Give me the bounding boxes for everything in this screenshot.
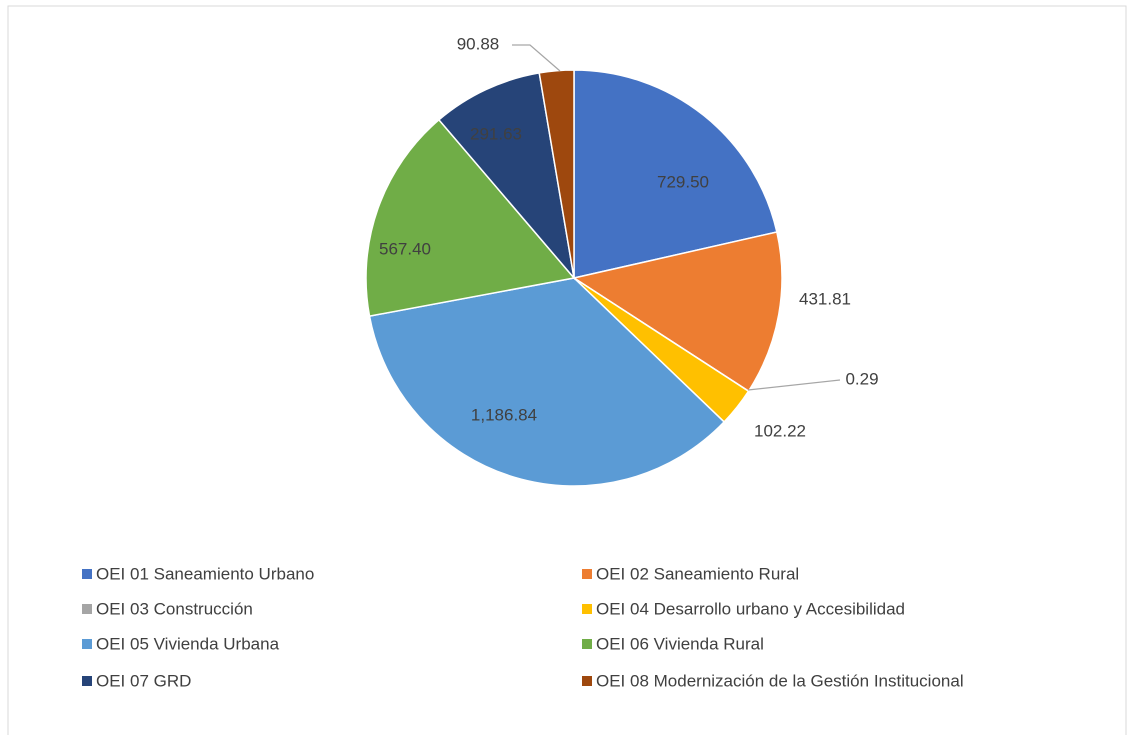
legend-swatch xyxy=(582,639,592,649)
legend-label: OEI 01 Saneamiento Urbano xyxy=(96,564,314,583)
legend-swatch xyxy=(82,676,92,686)
pie-slice xyxy=(368,277,726,487)
leader-line xyxy=(512,44,561,72)
data-label: 0.29 xyxy=(845,369,878,388)
data-label: 729.50 xyxy=(657,172,709,191)
data-label: 431.81 xyxy=(799,289,851,308)
pie-slice xyxy=(538,69,575,279)
pie-slice xyxy=(573,69,778,279)
legend-label: OEI 07 GRD xyxy=(96,671,191,690)
data-label: 291.63 xyxy=(470,124,522,143)
data-label: 567.40 xyxy=(379,239,431,258)
pie-slice xyxy=(365,118,576,318)
legend-swatch xyxy=(82,639,92,649)
legend-label: OEI 04 Desarrollo urbano y Accesibilidad xyxy=(596,599,905,618)
pie-slice xyxy=(572,231,783,393)
legend-label: OEI 08 Modernización de la Gestión Insti… xyxy=(596,671,964,690)
leader-line xyxy=(747,379,841,391)
legend-label: OEI 03 Construcción xyxy=(96,599,253,618)
legend-label: OEI 06 Vivienda Rural xyxy=(596,634,764,653)
data-label: 102.22 xyxy=(754,421,806,440)
data-label: 90.88 xyxy=(457,34,500,53)
legend-label: OEI 05 Vivienda Urbana xyxy=(96,634,280,653)
legend-label: OEI 02 Saneamiento Rural xyxy=(596,564,799,583)
data-label: 1,186.84 xyxy=(471,405,537,424)
legend-swatch xyxy=(582,569,592,579)
legend-swatch xyxy=(582,604,592,614)
legend-swatch xyxy=(82,604,92,614)
legend-swatch xyxy=(82,569,92,579)
pie-slice xyxy=(437,72,576,281)
legend-swatch xyxy=(582,676,592,686)
